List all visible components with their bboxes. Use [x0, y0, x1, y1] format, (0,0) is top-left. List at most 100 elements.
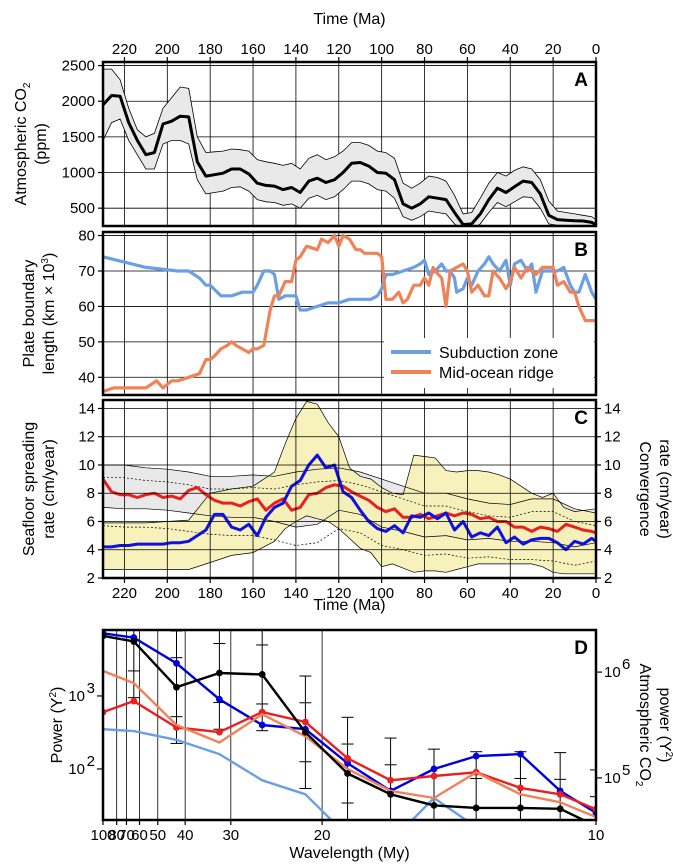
y-axis-right-title-d-line2: power (Y2): [656, 688, 673, 763]
y-tick-label-b-2: 60: [78, 298, 95, 315]
x-tick-top-label-9: 40: [502, 41, 519, 58]
panel-letter-c: C: [574, 408, 588, 429]
y-tick-right-label-c-4: 10: [604, 457, 621, 474]
panel-b-frame: [101, 230, 598, 397]
series-marker-d-0-3: [216, 695, 223, 703]
x-tick-label-d-6: 30: [222, 827, 239, 844]
y-tick-label-a-0: 500: [70, 200, 95, 217]
y-axis-right-title-d-line1: Atmospheric CO2: [633, 664, 653, 787]
y-tick-left-label-d-1: 10: [68, 688, 85, 705]
series-marker-d-0-6: [344, 759, 351, 767]
series-line-d-3: [103, 669, 596, 819]
x-tick-top-label-0: 220: [112, 41, 137, 58]
y-tick-right-label-c-5: 12: [604, 429, 621, 446]
y-tick-right-exp-d-0: 5: [622, 762, 630, 779]
series-marker-d-2-11: [556, 790, 564, 798]
band-lower-edge-c-0: [103, 507, 596, 548]
y-tick-left-exp-d-0: 2: [87, 753, 95, 770]
y-axis-title-b-line1: Plate boundary: [21, 260, 38, 368]
y-axis-right-title-d-sup: 2: [663, 752, 673, 758]
x-tick-label-d-2: 70: [118, 827, 135, 844]
panel-a-plot-area: [103, 68, 596, 226]
y-tick-left-label-d-0: 10: [68, 761, 85, 778]
panel-c-plot-area: [103, 400, 596, 575]
co2-band-upper-edge: [103, 68, 596, 220]
x-tick-label-d-3: 60: [131, 827, 148, 844]
y-axis-left-title-d-close: ): [49, 687, 66, 692]
series-marker-d-4-7: [387, 790, 394, 798]
x-tick-bottom-label-7: 80: [416, 585, 433, 602]
series-marker-d-4-2: [173, 683, 180, 691]
dashed-envelope-c-1: [103, 525, 596, 566]
panel-letter-b: B: [574, 240, 588, 261]
band-lower-edge-c-1: [103, 515, 596, 575]
y-tick-label-b-4: 80: [78, 228, 95, 245]
panel-a-frame: [101, 60, 598, 228]
y-tick-label-b-0: 40: [78, 369, 95, 386]
legend-b-background: [384, 338, 594, 388]
series-line-c-1: [103, 453, 596, 552]
x-tick-bottom-label-6: 100: [369, 585, 394, 602]
y-tick-left-label-c-4: 10: [78, 457, 95, 474]
y-tick-right-label-c-2: 6: [604, 513, 612, 530]
y-axis-title-b-superscript: 3: [40, 258, 51, 264]
x-axis-title-d: Wavelength (My): [289, 845, 409, 862]
series-marker-d-2-7: [387, 776, 394, 784]
y-tick-label-a-4: 2500: [62, 58, 95, 75]
series-line-b-1: [103, 233, 596, 394]
x-tick-bottom-label-5: 120: [326, 585, 351, 602]
series-marker-d-4-3: [216, 669, 223, 677]
co2-band-lower-edge: [103, 118, 586, 226]
series-marker-d-0-4: [258, 721, 266, 729]
band-upper-edge-c-0: [103, 464, 596, 514]
series-marker-d-2-5: [301, 718, 309, 726]
y-tick-right-label-c-1: 4: [604, 542, 612, 559]
y-axis-right-title-d-close: ): [656, 757, 673, 762]
panel-b: 40 50 60 70 80 Subduction zone Mid-ocean ridge…: [21, 228, 598, 397]
series-line-b-0: [103, 255, 596, 312]
series-marker-d-4-8: [430, 801, 438, 809]
y-axis-title-b-line2: length (km × 103): [40, 253, 58, 375]
co2-uncertainty-band: [103, 69, 596, 226]
y-axis-left-title-c-line2: rate (cm/year): [41, 439, 58, 539]
x-tick-top-label-1: 200: [155, 41, 180, 58]
panel-letter-a: A: [574, 70, 588, 91]
legend-b: Subduction zone Mid-ocean ridge: [384, 338, 594, 388]
panel-d-frame: [101, 628, 598, 822]
y-axis-title-b-close: ): [41, 253, 58, 258]
series-marker-d-4-1: [130, 638, 138, 645]
x-axis-bottom-title-c: Time (Ma): [313, 597, 385, 614]
series-marker-d-0-10: [517, 750, 524, 758]
x-tick-top-label-11: 0: [592, 41, 600, 58]
x-tick-bottom-label-4: 140: [283, 585, 308, 602]
panel-c: 220 200 180 160 140 120 100 80 60 40 20 02 24 46 68 810…: [21, 398, 673, 614]
series-marker-d-2-6: [344, 754, 351, 762]
y-tick-left-exp-d-1: 3: [87, 680, 95, 697]
y-tick-left-label-c-2: 6: [87, 513, 95, 530]
y-tick-right-label-c-3: 8: [604, 485, 612, 502]
y-tick-label-a-1: 1000: [62, 165, 95, 182]
series-marker-d-4-9: [472, 804, 480, 812]
y-tick-label-b-1: 50: [78, 334, 95, 351]
x-tick-bottom-label-3: 160: [241, 585, 266, 602]
y-tick-right-label-d-0: 10: [604, 770, 621, 787]
y-axis-left-title-c-line1: Seafloor spreading: [21, 422, 38, 556]
x-tick-top-label-6: 100: [369, 41, 394, 58]
x-tick-top-label-10: 20: [545, 41, 562, 58]
series-marker-d-2-8: [430, 772, 438, 780]
series-marker-d-2-10: [517, 784, 524, 792]
y-tick-left-label-c-6: 14: [78, 400, 95, 417]
panel-d-plot-area: [103, 630, 596, 820]
y-tick-right-label-d-1: 10: [604, 664, 621, 681]
x-tick-bottom-label-9: 40: [502, 585, 519, 602]
x-tick-label-d-5: 40: [177, 827, 194, 844]
series-marker-d-4-10: [517, 804, 524, 812]
panel-c-frame: [101, 398, 598, 580]
x-tick-top-label-3: 160: [241, 41, 266, 58]
x-tick-top-label-7: 80: [416, 41, 433, 58]
y-tick-right-exp-d-1: 6: [622, 656, 630, 673]
series-marker-d-0-2: [173, 659, 180, 667]
x-tick-label-d-1: 80: [108, 827, 125, 844]
co2-line: [103, 94, 596, 226]
y-axis-title-a-line2: (ppm): [33, 123, 50, 165]
